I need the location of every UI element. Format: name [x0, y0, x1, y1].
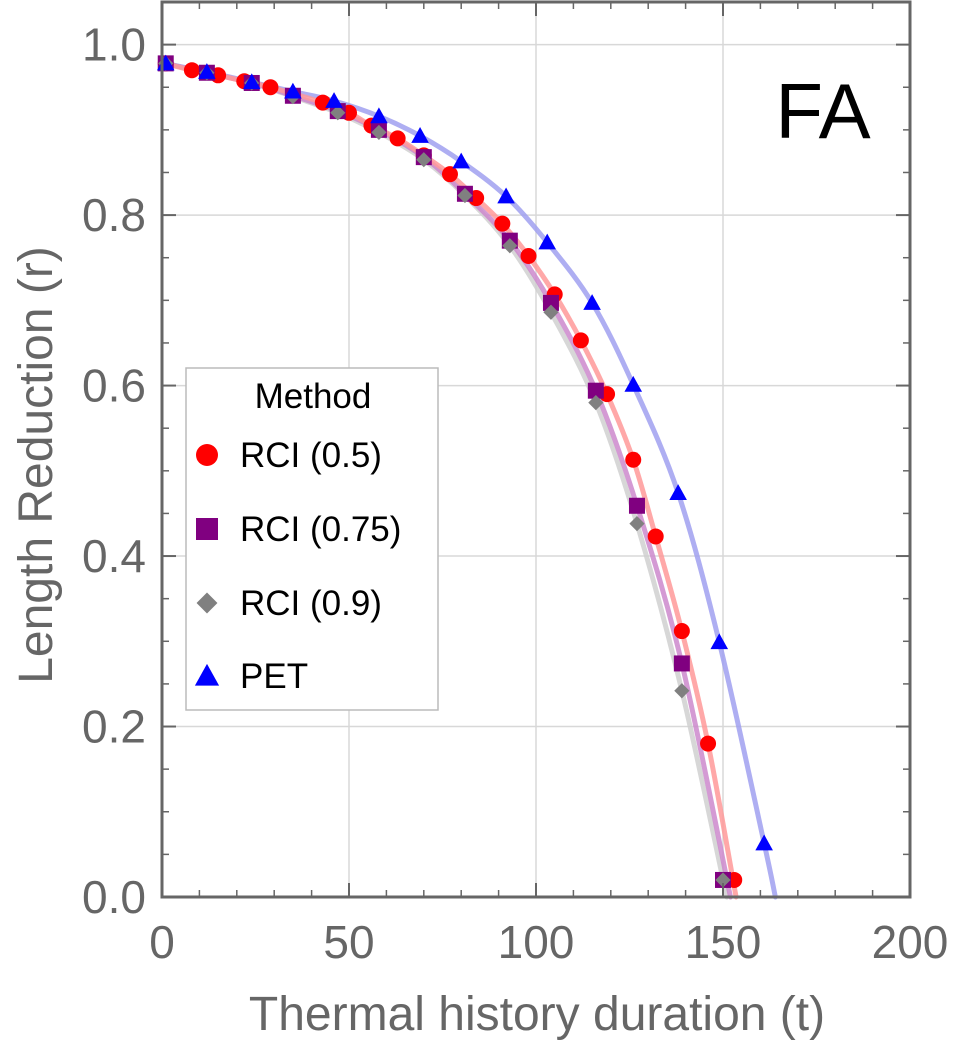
data-point-diamond	[457, 187, 473, 204]
data-point-diamond	[330, 105, 346, 121]
y-tick-label: 0.2	[82, 701, 146, 753]
tick-labels: 0 50 100 150 200 0.0 0.2 0.4 0.6 0.8 1.0	[82, 19, 948, 968]
legend-item-label: RCI (0.75)	[240, 510, 401, 549]
data-point-triangle	[242, 73, 261, 90]
data-point-circle	[389, 130, 406, 147]
x-tick-label: 150	[685, 916, 762, 968]
data-point-diamond	[588, 395, 604, 411]
panel-label: FA	[775, 67, 870, 155]
data-point-triangle	[624, 375, 643, 392]
data-point-circle	[494, 215, 511, 232]
data-point-triangle	[710, 633, 729, 650]
data-point-circle	[183, 62, 200, 79]
data-point-circle	[572, 332, 589, 349]
legend-items: RCI (0.5) RCI (0.75) RCI (0.9) PET	[194, 436, 401, 696]
data-point-diamond	[543, 304, 559, 320]
data-point-square	[628, 497, 645, 514]
x-tick-label: 0	[149, 916, 175, 968]
legend: Method RCI (0.5) RCI (0.75) RCI (0.9) PET	[185, 367, 439, 711]
data-point-circle	[196, 444, 218, 466]
x-tick-label: 50	[323, 916, 374, 968]
data-point-triangle	[497, 187, 515, 204]
data-point-circle	[647, 528, 664, 545]
data-point-diamond	[196, 592, 218, 614]
data-point-triangle	[538, 233, 557, 250]
data-point-diamond	[416, 152, 432, 168]
data-point-square	[196, 518, 218, 540]
x-tick-label: 200	[872, 916, 949, 968]
legend-box	[185, 367, 439, 711]
legend-item: RCI (0.9)	[196, 584, 382, 623]
data-point-triangle	[583, 294, 601, 310]
data-point-diamond	[629, 516, 645, 532]
data-point-diamond	[502, 238, 518, 254]
y-axis-title: Length Reduction (r)	[10, 246, 63, 684]
data-point-square	[542, 294, 559, 311]
data-point-diamond	[715, 872, 731, 888]
data-point-square	[673, 655, 690, 672]
y-tick-label: 0.8	[82, 189, 146, 241]
x-axis-title: Thermal history duration (t)	[249, 988, 825, 1041]
y-tick-label: 0.4	[82, 530, 146, 582]
data-point-triangle	[284, 82, 302, 99]
data-point-square	[587, 382, 604, 399]
data-point-circle	[520, 248, 537, 265]
data-point-triangle	[755, 834, 773, 851]
data-point-diamond	[371, 124, 387, 141]
data-point-triangle	[370, 107, 388, 124]
x-tick-label: 100	[498, 916, 575, 968]
data-point-circle	[700, 735, 717, 752]
y-tick-label: 0.6	[82, 360, 146, 412]
data-point-circle	[441, 166, 458, 183]
data-point-circle	[625, 451, 642, 468]
data-point-triangle	[452, 152, 470, 169]
legend-item: RCI (0.75)	[196, 510, 401, 549]
legend-item: RCI (0.5)	[196, 436, 382, 475]
data-point-triangle	[194, 663, 220, 686]
legend-item-label: RCI (0.5)	[240, 436, 382, 475]
y-tick-label: 1.0	[82, 19, 146, 71]
axis-ticks	[161, 2, 911, 898]
data-point-circle	[262, 79, 279, 96]
data-point-triangle	[411, 127, 429, 143]
data-point-triangle	[325, 92, 343, 108]
legend-item-label: RCI (0.9)	[240, 584, 382, 623]
y-tick-label: 0.0	[82, 871, 146, 923]
data-point-triangle	[669, 484, 687, 501]
legend-item: PET	[194, 657, 308, 696]
data-point-circle	[673, 623, 690, 640]
legend-item-label: PET	[240, 657, 308, 696]
data-point-diamond	[674, 683, 690, 699]
legend-title: Method	[255, 377, 372, 416]
data-point-triangle	[198, 63, 216, 79]
